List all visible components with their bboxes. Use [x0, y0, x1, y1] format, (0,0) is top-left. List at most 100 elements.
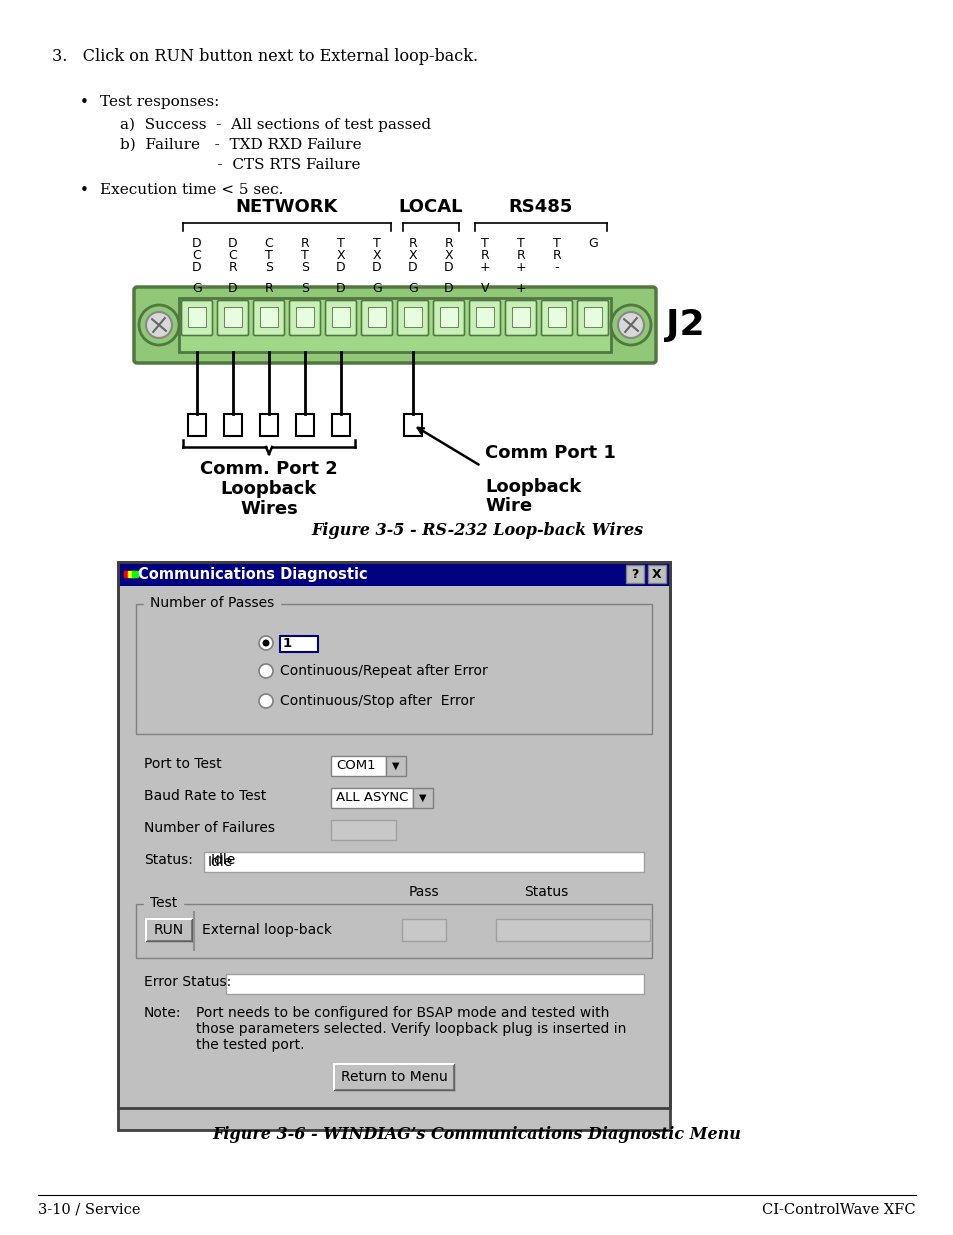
Text: D
C
D: D C D [192, 237, 202, 274]
Text: CI-ControlWave XFC: CI-ControlWave XFC [761, 1203, 915, 1216]
Bar [146, 919, 192, 941]
Text: X: X [652, 568, 661, 580]
Text: Loopback: Loopback [484, 478, 580, 496]
Text: Status: Status [523, 885, 568, 899]
Bar [512, 308, 530, 327]
Text: ALL ASYNC: ALL ASYNC [335, 792, 408, 804]
Bar [583, 308, 601, 327]
Text: C
T
S: C T S [264, 237, 274, 274]
Text: G: G [587, 237, 598, 249]
Text: T
X
D: T X D [335, 237, 345, 274]
Text: D
C
R: D C R [228, 237, 237, 274]
Bar [476, 308, 494, 327]
Text: J2: J2 [665, 308, 704, 342]
Text: Return to Menu: Return to Menu [340, 1070, 447, 1084]
Circle shape [258, 694, 273, 708]
Text: V: V [480, 282, 489, 295]
Text: ?: ? [631, 568, 638, 580]
FancyBboxPatch shape [217, 300, 248, 336]
Text: RUN: RUN [153, 923, 184, 937]
Text: T
R
-: T R - [552, 237, 560, 274]
Text: b)  Failure   -  TXD RXD Failure: b) Failure - TXD RXD Failure [120, 138, 361, 152]
Bar [260, 308, 277, 327]
Bar [118, 562, 669, 1130]
Bar [625, 564, 643, 583]
Text: G: G [372, 282, 381, 295]
Text: Comm. Port 2: Comm. Port 2 [200, 459, 337, 478]
Text: 3.   Click on RUN button next to External loop-back.: 3. Click on RUN button next to External … [52, 48, 477, 65]
FancyBboxPatch shape [541, 300, 572, 336]
Text: Figure 3-5 - RS-232 Loop-back Wires: Figure 3-5 - RS-232 Loop-back Wires [311, 522, 642, 538]
FancyBboxPatch shape [181, 300, 213, 336]
Bar [188, 308, 206, 327]
Bar [332, 308, 350, 327]
Bar [331, 820, 395, 840]
Text: Test responses:: Test responses: [100, 95, 219, 109]
Bar [136, 604, 651, 734]
Bar [334, 1065, 454, 1091]
Text: COM1: COM1 [335, 760, 375, 773]
Text: Pass: Pass [408, 885, 438, 899]
Text: T
R
+: T R + [516, 237, 526, 274]
Text: Status:: Status: [144, 853, 193, 867]
Text: Idle: Idle [208, 855, 233, 869]
Text: D: D [335, 282, 345, 295]
Text: 3-10 / Service: 3-10 / Service [38, 1203, 140, 1216]
Text: D: D [228, 282, 237, 295]
Text: T
X
D: T X D [372, 237, 381, 274]
Bar [118, 562, 669, 585]
Text: Number of Failures: Number of Failures [144, 821, 274, 835]
Bar [260, 414, 277, 436]
FancyBboxPatch shape [289, 300, 320, 336]
Text: Baud Rate to Test: Baud Rate to Test [144, 789, 266, 803]
Text: Communications Diagnostic: Communications Diagnostic [138, 567, 367, 582]
Bar [188, 414, 206, 436]
Bar [331, 788, 413, 808]
Text: -  CTS RTS Failure: - CTS RTS Failure [120, 158, 360, 172]
Circle shape [258, 636, 273, 650]
Bar [647, 564, 665, 583]
Bar [224, 308, 242, 327]
Circle shape [258, 664, 273, 678]
Bar [224, 414, 242, 436]
Bar [547, 308, 565, 327]
Text: T
R
+: T R + [479, 237, 490, 274]
Text: LOCAL: LOCAL [398, 198, 463, 216]
Bar [496, 919, 649, 941]
Text: ▼: ▼ [392, 761, 399, 771]
Circle shape [618, 312, 643, 338]
Bar [136, 904, 651, 958]
Text: Test: Test [150, 897, 177, 910]
Circle shape [146, 312, 172, 338]
Text: Continuous/Repeat after Error: Continuous/Repeat after Error [280, 664, 487, 678]
Bar [439, 308, 457, 327]
Text: R: R [264, 282, 274, 295]
Text: G: G [408, 282, 417, 295]
Text: Number of Passes: Number of Passes [150, 597, 274, 610]
Bar [280, 636, 317, 652]
Text: Comm Port 1: Comm Port 1 [484, 445, 616, 462]
Bar [118, 562, 669, 1108]
Bar [368, 308, 386, 327]
FancyBboxPatch shape [325, 300, 356, 336]
Text: Wires: Wires [240, 500, 297, 517]
Bar [295, 308, 314, 327]
Text: Execution time < 5 sec.: Execution time < 5 sec. [100, 183, 283, 198]
Bar [413, 788, 433, 808]
Text: •: • [80, 95, 89, 110]
Text: Figure 3-6 - WINDIAG’s Communications Diagnostic Menu: Figure 3-6 - WINDIAG’s Communications Di… [213, 1126, 740, 1144]
Text: Note:: Note: [144, 1007, 181, 1020]
Text: Idle: Idle [211, 853, 236, 867]
Bar [332, 414, 350, 436]
Bar [295, 414, 314, 436]
Text: NETWORK: NETWORK [235, 198, 337, 216]
FancyBboxPatch shape [397, 300, 428, 336]
Text: S: S [301, 282, 309, 295]
FancyBboxPatch shape [577, 300, 608, 336]
Bar [179, 298, 610, 352]
Bar [204, 852, 643, 872]
FancyBboxPatch shape [469, 300, 500, 336]
FancyBboxPatch shape [505, 300, 536, 336]
Bar [403, 308, 421, 327]
Text: Wire: Wire [484, 496, 532, 515]
